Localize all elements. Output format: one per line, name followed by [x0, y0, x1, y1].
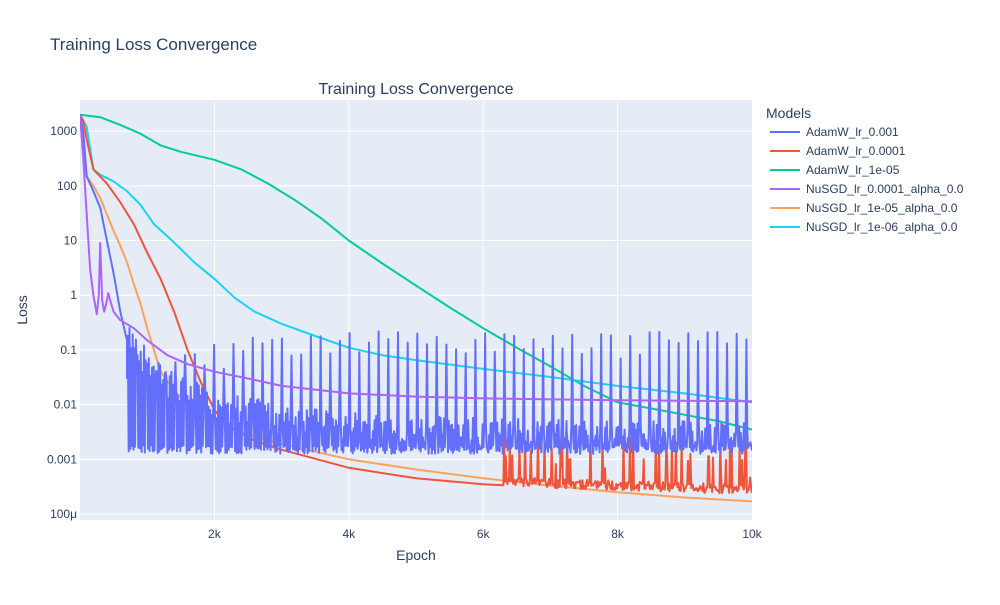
x-tick-label: 2k [208, 527, 222, 541]
legend-item[interactable]: AdamW_lr_0.0001 [770, 144, 906, 158]
series-line-AdamW_lr_0.001 [80, 114, 752, 455]
legend-item[interactable]: AdamW_lr_1e-05 [770, 163, 900, 177]
legend-label: NuSGD_lr_0.0001_alpha_0.0 [806, 182, 964, 196]
legend-item[interactable]: NuSGD_lr_1e-06_alpha_0.0 [770, 220, 958, 234]
y-tick-label: 100 [57, 179, 77, 193]
x-tick-label: 6k [477, 527, 491, 541]
x-tick-labels: 2k 4k 6k 8k 10k [208, 527, 763, 541]
legend-label: AdamW_lr_0.001 [806, 125, 899, 139]
y-tick-label: 0.1 [60, 343, 77, 357]
x-axis-label: Epoch [396, 547, 436, 563]
series-line-AdamW_lr_0.0001 [80, 114, 752, 495]
y-axis-label: Loss [14, 295, 30, 325]
legend-label: NuSGD_lr_1e-06_alpha_0.0 [806, 220, 958, 234]
x-tick-label: 4k [342, 527, 356, 541]
legend-title: Models [766, 105, 811, 121]
y-tick-label: 1 [70, 288, 77, 302]
y-tick-label: 0.01 [54, 398, 78, 412]
y-tick-label: 10 [64, 234, 78, 248]
y-tick-label: 100μ [50, 507, 77, 521]
series-line-AdamW_lr_1e-05 [80, 113, 752, 431]
legend-label: AdamW_lr_1e-05 [806, 163, 900, 177]
legend-label: NuSGD_lr_1e-05_alpha_0.0 [806, 201, 958, 215]
x-tick-label: 8k [611, 527, 625, 541]
legend-label: AdamW_lr_0.0001 [806, 144, 906, 158]
series-line-NuSGD_lr_0.0001_alpha_0.0 [80, 114, 752, 403]
plot-area [80, 100, 752, 520]
figure-title: Training Loss Convergence [50, 35, 257, 54]
series-lines [80, 113, 752, 503]
y-tick-label: 1000 [50, 124, 77, 138]
legend[interactable]: Models AdamW_lr_0.001 AdamW_lr_0.0001 Adam… [766, 105, 964, 234]
y-tick-labels: 1000 100 10 1 0.1 0.01 0.001 100μ [47, 124, 77, 521]
y-tick-label: 0.001 [47, 452, 77, 466]
legend-item[interactable]: NuSGD_lr_1e-05_alpha_0.0 [770, 201, 958, 215]
legend-item[interactable]: AdamW_lr_0.001 [770, 125, 899, 139]
chart-title: Training Loss Convergence [318, 81, 513, 98]
x-tick-label: 10k [742, 527, 762, 541]
legend-item[interactable]: NuSGD_lr_0.0001_alpha_0.0 [770, 182, 964, 196]
